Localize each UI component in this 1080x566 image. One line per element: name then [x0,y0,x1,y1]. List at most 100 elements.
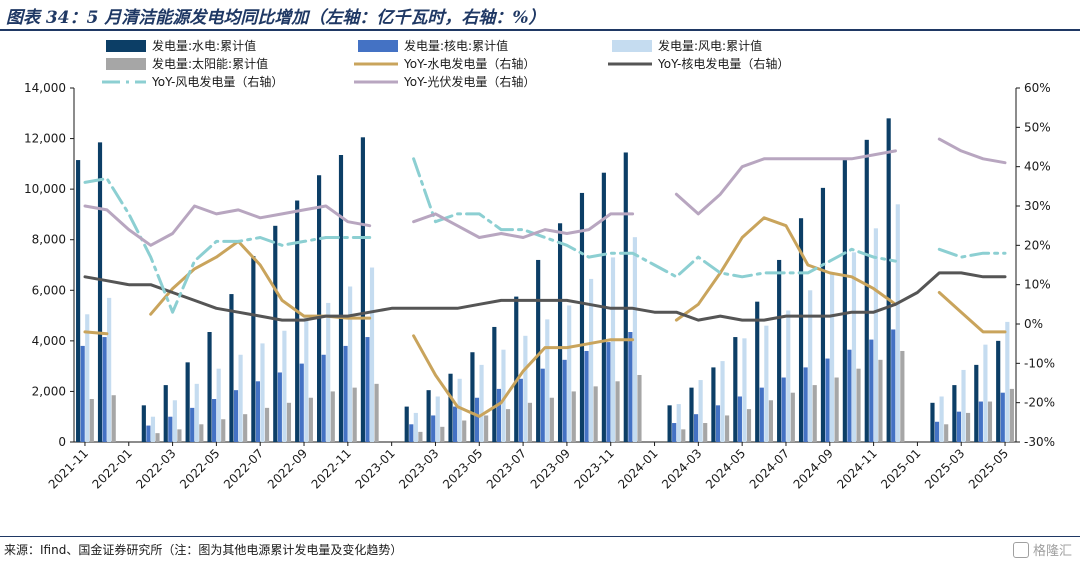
bar-solar [243,414,248,442]
x-tick-label: 2022-05 [177,446,222,491]
bar-solar [812,385,817,442]
title-rule [0,29,1080,31]
bar-solar [462,420,467,442]
bar-hydro [141,405,146,442]
bar-wind [501,349,506,442]
bar-hydro [185,362,190,442]
bar-nuclear [255,381,261,442]
right-tick-label: 30% [1024,199,1051,213]
bar-solar [703,423,708,442]
left-tick-label: 14,000 [24,81,66,95]
bar-solar [484,415,489,442]
bar-nuclear [518,378,523,442]
bar-nuclear [365,337,370,442]
bar-hydro [492,326,497,442]
bar-hydro [777,259,782,442]
bar-wind [676,404,681,442]
bar-hydro [711,367,716,442]
bar-hydro [733,337,738,442]
bar-hydro [996,340,1001,442]
bar-nuclear [1000,392,1005,442]
bar-solar [834,377,839,442]
bar-nuclear [409,424,414,442]
left-tick-label: 4,000 [32,334,66,348]
bar-hydro [886,118,891,442]
bar-wind [238,354,243,442]
bar-solar [155,433,160,442]
bar-wind [764,325,769,442]
bar-nuclear [80,345,85,442]
bar-hydro [448,373,453,442]
bar-nuclear [584,350,589,442]
bar-solar [725,415,730,442]
bar-wind [172,400,177,442]
bar-solar [1009,388,1014,442]
bar-solar [965,412,971,442]
x-tick-label: 2025-01 [878,446,923,491]
bar-hydro [755,301,760,442]
bar-solar [352,387,357,442]
legend-label: YoY-风电发电量（右轴） [151,74,283,89]
bar-wind [720,361,725,442]
bar-solar [286,402,292,442]
bar-nuclear [496,388,501,442]
bar-hydro [667,405,672,442]
bar-nuclear [606,342,611,442]
right-tick-label: 0% [1024,317,1043,331]
source-note: 来源：Ifind、国金证券研究所（注：图为其他电源累计发电量及变化趋势） [4,543,403,557]
title-bar: 图表 34：5 月清洁能源发电均同比增加（左轴：亿千瓦时，右轴：%） [0,0,1080,31]
bar-nuclear [431,415,436,442]
chart-title: 图表 34：5 月清洁能源发电均同比增加（左轴：亿千瓦时，右轴：%） [6,8,546,28]
watermark-text: 格隆汇 [1032,544,1072,559]
x-tick-label: 2024-07 [747,446,792,491]
legend-label: YoY-核电发电量（右轴） [657,56,789,71]
legend-swatch [106,40,146,52]
bar-wind [786,310,791,442]
bar-nuclear [453,406,458,442]
bar-wind [194,383,199,442]
watermark-logo-icon [1012,542,1029,558]
left-tick-label: 8,000 [32,233,66,247]
bar-nuclear [891,329,896,442]
bar-solar [571,391,576,442]
bar-wind [742,338,747,442]
bar-solar [944,424,949,442]
bar-wind [260,343,265,442]
bar-nuclear [321,354,326,442]
bar-solar [637,374,642,442]
source-rule [0,536,1080,537]
bar-wind [589,278,594,442]
bar-wind [457,378,462,442]
bar-nuclear [737,396,742,442]
chart: 发电量:水电:累计值 发电量:核电:累计值 发电量:风电:累计值发电量:太阳能:累计… [24,38,1055,492]
bar-hydro [623,152,628,442]
bar-hydro [338,155,344,442]
left-tick-label: 12,000 [24,132,66,146]
bar-nuclear [562,359,567,442]
bar-solar [505,409,511,442]
bar-wind [851,252,857,442]
bar-wind [545,319,550,442]
lines [83,137,1007,418]
bar-solar [440,426,445,442]
left-tick-label: 0 [58,435,66,449]
bar-wind [567,305,572,442]
bar-nuclear [803,367,808,442]
bar-solar [856,368,861,442]
right-tick-label: 40% [1024,160,1051,174]
bar-nuclear [540,368,545,442]
bar-hydro [470,352,475,442]
bar-hydro [798,218,804,442]
bar-solar [746,409,752,442]
bar-hydro [952,385,957,442]
left-tick-label: 10,000 [24,182,66,196]
bar-nuclear [146,425,151,442]
bar-nuclear [343,345,348,442]
bar-wind [829,273,835,442]
x-tick-label: 2022-01 [90,446,135,491]
bar-wind [632,237,637,442]
bar-hydro [317,175,322,442]
right-tick-label: 20% [1024,238,1051,252]
legend-label: 发电量:核电:累计值 [404,38,508,53]
bar-solar [199,424,204,442]
